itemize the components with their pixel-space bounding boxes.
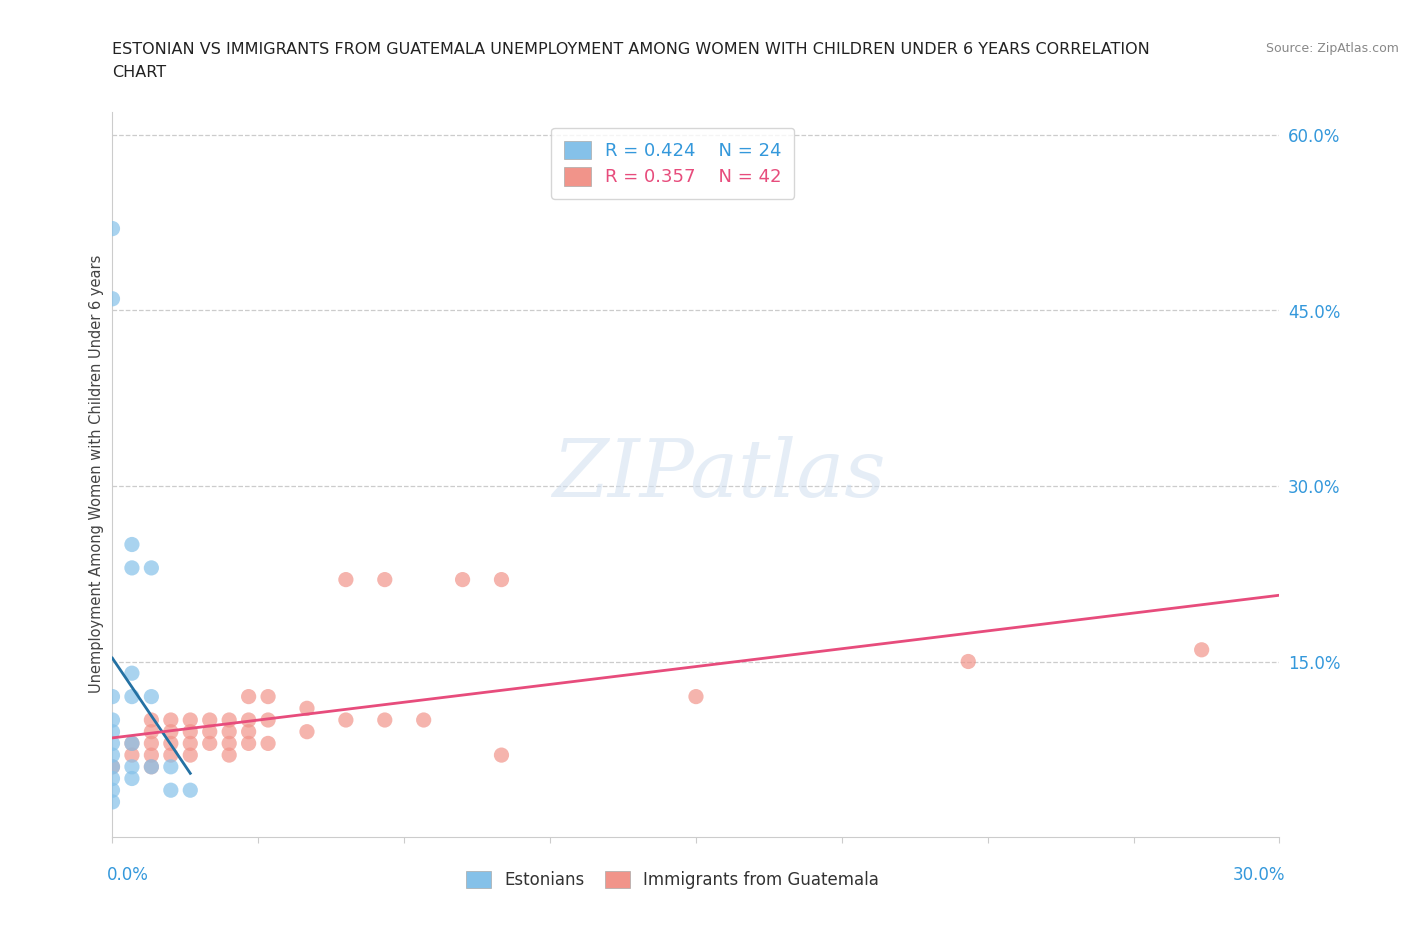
Point (160, 783, 183, 798)
Y-axis label: Unemployment Among Women with Children Under 6 years: Unemployment Among Women with Children U… (89, 255, 104, 694)
Text: 30.0%: 30.0% (1233, 866, 1285, 884)
Text: Source: ZipAtlas.com: Source: ZipAtlas.com (1265, 42, 1399, 55)
Point (218, 724, 240, 739)
Point (335, 712, 357, 727)
Point (257, 689, 280, 704)
Point (121, 736, 143, 751)
Legend: Estonians, Immigrants from Guatemala: Estonians, Immigrants from Guatemala (458, 863, 887, 897)
Point (374, 712, 396, 727)
Point (412, 712, 434, 727)
Point (491, 748, 513, 763)
Point (238, 712, 260, 727)
Point (141, 760, 163, 775)
Point (121, 689, 143, 704)
Point (101, 291, 124, 306)
Point (685, 689, 707, 704)
Point (101, 221, 124, 236)
Point (179, 724, 201, 739)
Point (238, 736, 260, 751)
Point (121, 771, 143, 786)
Point (257, 736, 280, 751)
Point (101, 771, 124, 786)
Point (957, 654, 980, 669)
Point (160, 760, 183, 775)
Point (179, 712, 201, 727)
Point (374, 572, 396, 587)
Point (101, 736, 124, 751)
Point (141, 689, 163, 704)
Point (295, 724, 318, 739)
Point (491, 572, 513, 587)
Point (141, 561, 163, 576)
Point (218, 748, 240, 763)
Point (101, 689, 124, 704)
Point (1191, 643, 1213, 658)
Point (121, 561, 143, 576)
Point (141, 760, 163, 775)
Point (101, 748, 124, 763)
Point (451, 572, 474, 587)
Point (141, 736, 163, 751)
Point (160, 712, 183, 727)
Point (101, 760, 124, 775)
Point (101, 783, 124, 798)
Text: CHART: CHART (112, 65, 166, 80)
Point (121, 748, 143, 763)
Point (160, 736, 183, 751)
Point (121, 760, 143, 775)
Text: 0.0%: 0.0% (107, 866, 149, 884)
Point (238, 689, 260, 704)
Point (218, 736, 240, 751)
Point (121, 666, 143, 681)
Point (101, 724, 124, 739)
Point (141, 748, 163, 763)
Point (160, 748, 183, 763)
Point (179, 748, 201, 763)
Point (141, 724, 163, 739)
Point (238, 724, 260, 739)
Point (101, 760, 124, 775)
Point (335, 572, 357, 587)
Point (198, 712, 221, 727)
Point (101, 712, 124, 727)
Point (101, 794, 124, 809)
Text: ZIPatlas: ZIPatlas (553, 435, 886, 513)
Point (295, 701, 318, 716)
Point (141, 712, 163, 727)
Point (218, 712, 240, 727)
Text: ESTONIAN VS IMMIGRANTS FROM GUATEMALA UNEMPLOYMENT AMONG WOMEN WITH CHILDREN UND: ESTONIAN VS IMMIGRANTS FROM GUATEMALA UN… (112, 42, 1150, 57)
Point (198, 736, 221, 751)
Point (121, 736, 143, 751)
Point (160, 724, 183, 739)
Point (179, 736, 201, 751)
Point (179, 783, 201, 798)
Point (121, 537, 143, 551)
Point (198, 724, 221, 739)
Point (257, 712, 280, 727)
